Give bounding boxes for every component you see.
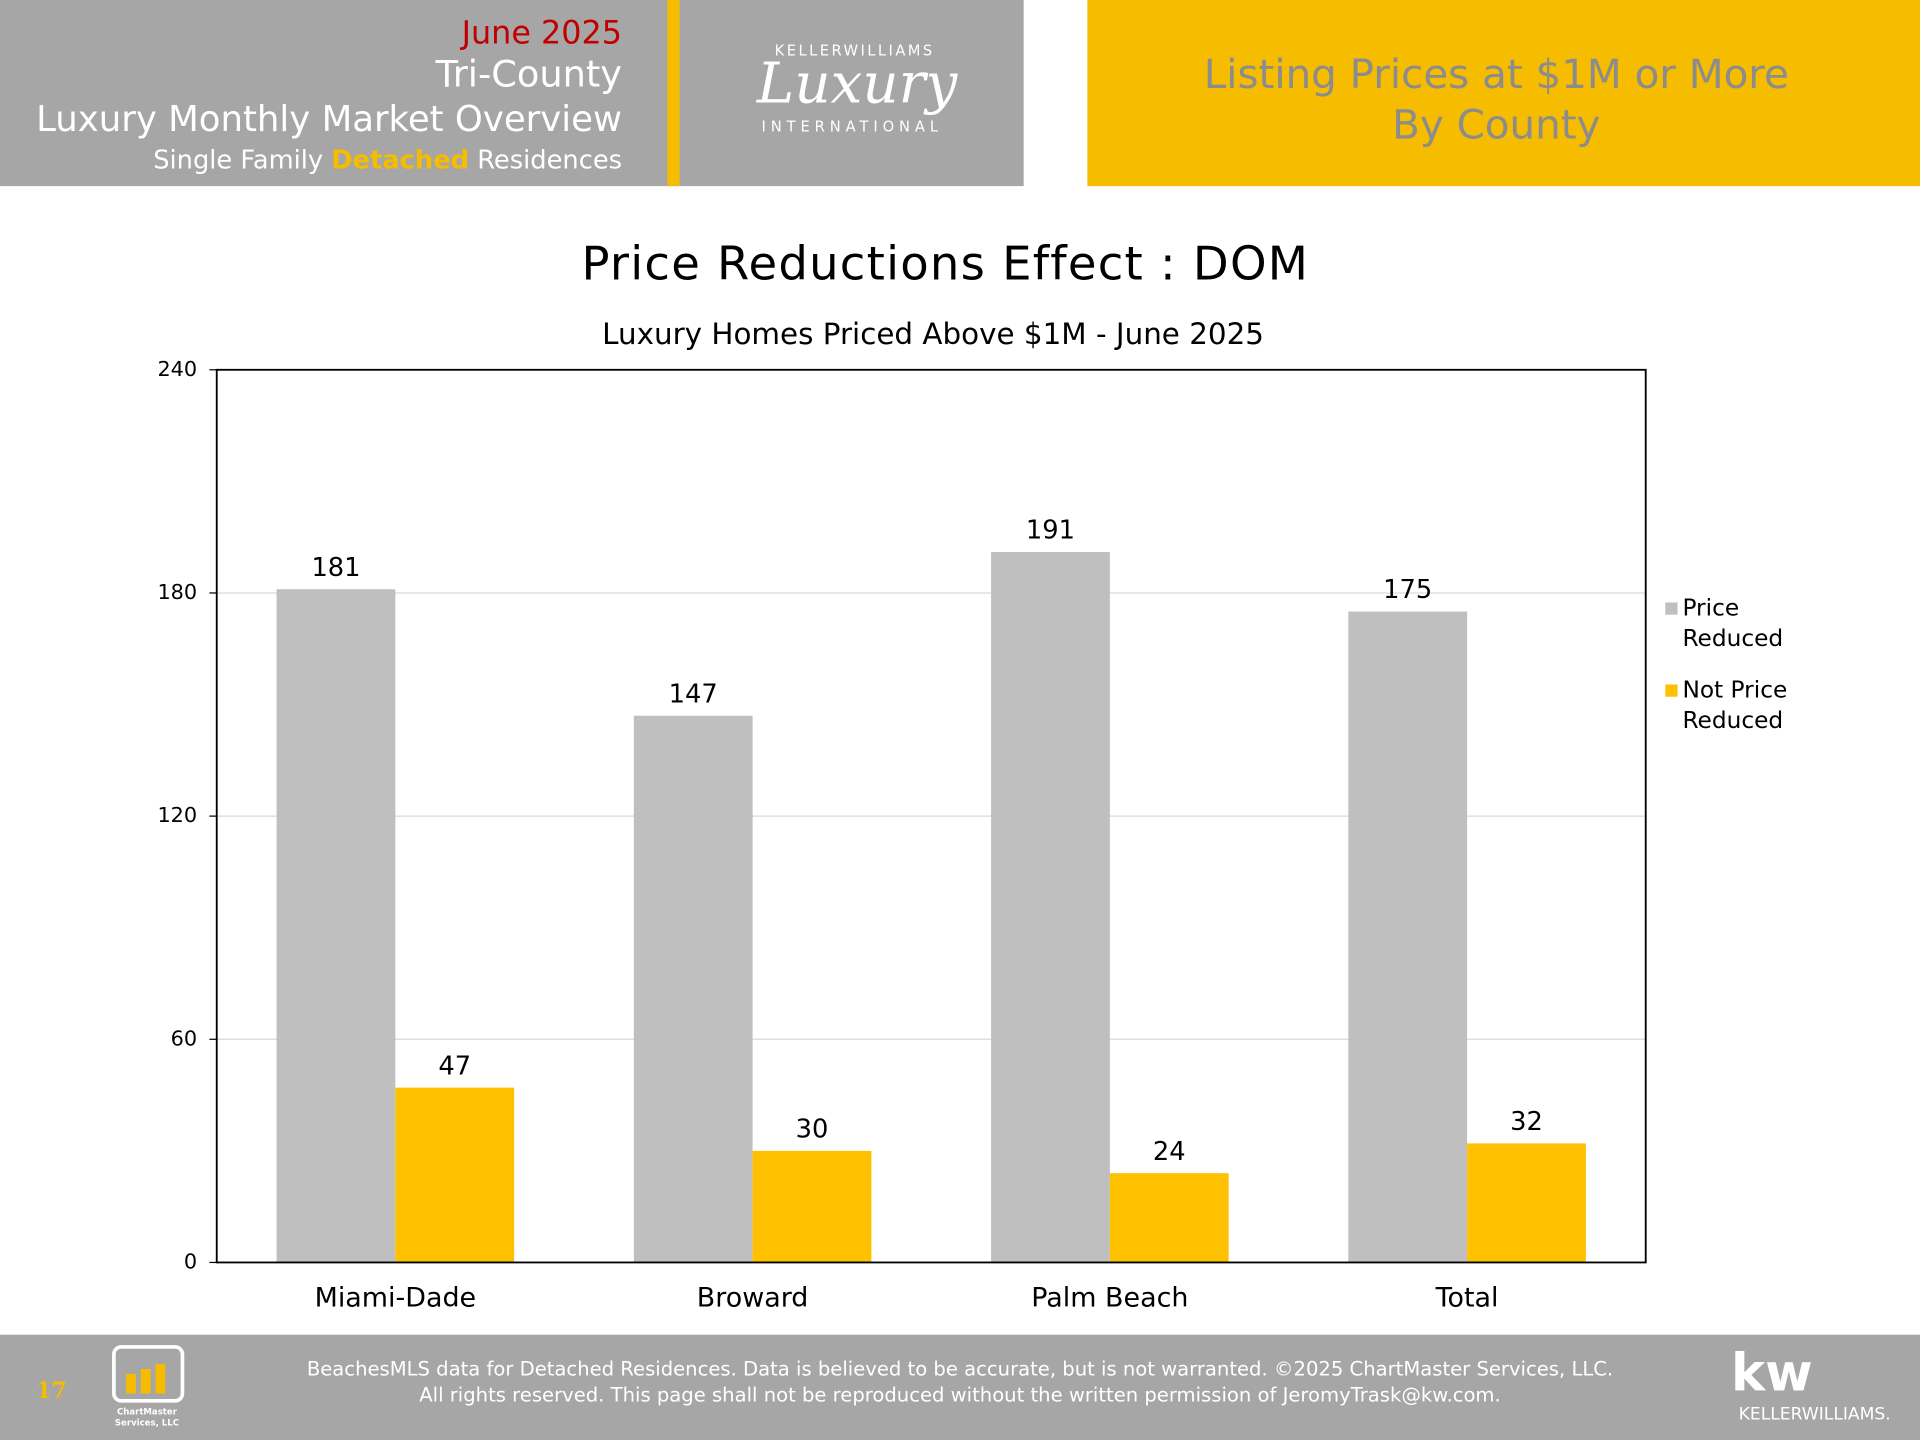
- legend-line: Reduced: [1682, 625, 1783, 652]
- x-tick-label: Miami-Dade: [315, 1283, 477, 1314]
- logo-line: INTERNATIONAL: [762, 118, 943, 135]
- logo-script: Luxury: [756, 52, 959, 117]
- logo-brand: KELLERWILLIAMS: [775, 42, 935, 59]
- bar: [633, 715, 753, 1263]
- data-label: 32: [1510, 1107, 1543, 1137]
- bar: [1467, 1143, 1586, 1263]
- chart-title: Price Reductions Effect : DOM: [581, 236, 1309, 290]
- data-label: 47: [438, 1051, 471, 1081]
- data-label: 181: [311, 553, 360, 583]
- data-label: 147: [669, 679, 718, 709]
- bar: [991, 552, 1110, 1263]
- x-tick-label: Total: [1435, 1283, 1499, 1314]
- y-tick-label: 0: [184, 1249, 197, 1273]
- legend-label: Price Reduced: [1682, 594, 1783, 652]
- bar: [1109, 1173, 1229, 1263]
- footer-panel: [0, 1334, 1920, 1440]
- legend-line: Price: [1682, 594, 1746, 621]
- chart-subtitle: Luxury Homes Priced Above $1M - June 202…: [602, 317, 1264, 351]
- bar: [395, 1087, 515, 1263]
- disclaimer: BeachesMLS data for Detached Residences.…: [307, 1358, 1613, 1381]
- kw-logo: kw: [1731, 1343, 1813, 1403]
- header-stripe: [667, 0, 680, 187]
- x-tick-label: Broward: [697, 1283, 809, 1314]
- badge-text: Services, LLC: [115, 1418, 179, 1428]
- segment-text: Single Family: [153, 145, 323, 175]
- section-title: By County: [1392, 100, 1600, 148]
- kw-logo-text: KELLERWILLIAMS.: [1739, 1404, 1891, 1424]
- segment-text: Residences: [477, 145, 622, 175]
- y-tick-label: 240: [157, 357, 197, 381]
- report-segment: Single Family Detached Residences: [153, 145, 622, 175]
- x-tick-label: Palm Beach: [1031, 1283, 1188, 1314]
- data-label: 175: [1383, 575, 1432, 605]
- segment-highlight: Detached: [331, 145, 469, 175]
- bar: [276, 589, 396, 1263]
- badge-icon: [155, 1364, 166, 1394]
- report-date: June 2025: [460, 13, 622, 51]
- section-panel: [1087, 0, 1920, 187]
- badge-text: ChartMaster: [117, 1407, 178, 1417]
- y-tick-label: 60: [171, 1026, 197, 1050]
- section-title: Listing Prices at $1M or More: [1204, 50, 1789, 98]
- legend-swatch: [1665, 684, 1678, 697]
- disclaimer: All rights reserved. This page shall not…: [419, 1383, 1500, 1406]
- data-label: 30: [796, 1115, 829, 1145]
- plot-border: [215, 368, 1647, 1264]
- legend-label: Not Price Reduced: [1682, 676, 1794, 734]
- report-region: Tri-County: [435, 52, 622, 95]
- page-number: 17: [36, 1378, 67, 1404]
- bar: [1348, 611, 1468, 1263]
- badge-icon: [112, 1345, 185, 1403]
- y-tick-label: 180: [157, 580, 197, 604]
- data-label: 191: [1026, 516, 1075, 546]
- y-tick-label: 120: [157, 803, 197, 827]
- badge-icon: [126, 1373, 136, 1394]
- data-label: 24: [1153, 1137, 1186, 1167]
- plot: 0 60 120 180 240 181 47 Miami-Dade 147 30 Broward 1…: [157, 357, 1794, 1314]
- legend-line: Reduced: [1682, 707, 1783, 734]
- report-name: Luxury Monthly Market Overview: [36, 99, 622, 140]
- legend-line: Not Price: [1682, 676, 1794, 703]
- bar: [752, 1150, 872, 1263]
- legend-swatch: [1665, 602, 1678, 615]
- header-panel: [0, 0, 1024, 187]
- badge-icon: [140, 1368, 151, 1394]
